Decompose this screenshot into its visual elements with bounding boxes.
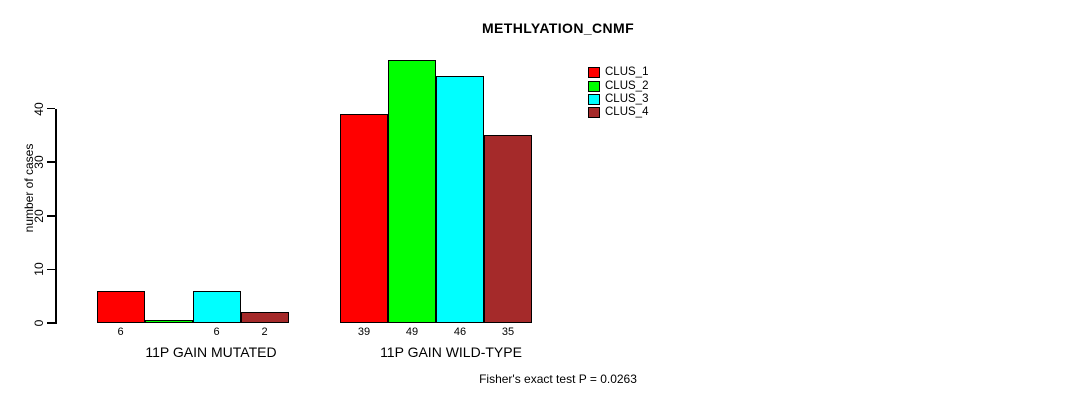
legend-color-swatch [588, 80, 600, 92]
y-axis-tick [47, 268, 55, 271]
y-axis-line [55, 108, 57, 325]
x-category-label: 11P GAIN WILD-TYPE [380, 344, 522, 360]
y-axis-tick [47, 107, 55, 110]
legend-label: CLUS_1 [605, 66, 649, 79]
bar-value-label: 49 [405, 326, 419, 338]
y-axis-tick-label: 30 [32, 155, 46, 169]
legend-item: CLUS_3 [588, 93, 648, 106]
y-axis-tick-label: 10 [32, 262, 46, 277]
legend: CLUS_1 CLUS_2 CLUS_3 CLUS_4 [588, 66, 648, 120]
bar-value-label: 6 [213, 326, 220, 338]
bar-clus-3-group2 [436, 76, 484, 323]
y-axis-tick [47, 322, 55, 324]
y-axis-tick [47, 161, 55, 163]
y-axis-label: number of cases [22, 143, 36, 233]
y-axis-tick-label: 0 [32, 319, 46, 327]
stat-annotation: Fisher's exact test P = 0.0263 [479, 372, 637, 386]
y-axis-tick-label: 20 [32, 209, 46, 223]
chart-title: METHLYATION_CNMF [481, 20, 635, 36]
legend-item: CLUS_1 [588, 66, 648, 79]
legend-label: CLUS_3 [605, 92, 649, 105]
bar-clus-4-group1 [240, 312, 289, 323]
bar-value-label: 46 [453, 326, 467, 338]
bar-clus-1-group1 [96, 290, 145, 323]
bar-value-label: 39 [357, 326, 371, 338]
x-category-label: 11P GAIN MUTATED [145, 344, 277, 360]
y-axis-tick-label: 40 [32, 101, 46, 116]
legend-label: CLUS_2 [605, 79, 649, 92]
bar-clus-2-group2 [388, 60, 436, 323]
bar-clus-2-group1 [144, 320, 193, 323]
legend-color-swatch [588, 67, 600, 79]
legend-label: CLUS_4 [605, 106, 649, 119]
legend-item: CLUS_4 [588, 106, 648, 119]
bar-value-label: 2 [261, 326, 268, 338]
bar-clus-4-group2 [484, 135, 532, 323]
bar-clus-3-group1 [192, 290, 241, 323]
bar-value-label: 35 [501, 326, 515, 338]
legend-color-swatch [588, 107, 600, 119]
bar-value-label: 6 [117, 326, 124, 338]
legend-item: CLUS_2 [588, 79, 648, 92]
y-axis-tick [47, 215, 55, 217]
bar-clus-1-group2 [340, 113, 388, 323]
legend-color-swatch [588, 93, 600, 105]
